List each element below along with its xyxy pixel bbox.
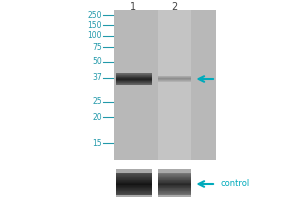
Bar <box>158 194 190 195</box>
Bar <box>116 187 152 188</box>
Bar <box>116 178 152 179</box>
Bar <box>116 189 152 190</box>
Bar <box>116 185 152 186</box>
Bar <box>158 175 190 176</box>
Bar <box>158 186 190 187</box>
Bar <box>158 169 190 197</box>
Bar <box>158 190 190 191</box>
Bar <box>158 193 190 194</box>
Bar <box>158 187 190 188</box>
Bar <box>158 10 190 160</box>
Text: 100: 100 <box>88 31 102 40</box>
Text: 75: 75 <box>92 43 102 51</box>
Bar <box>158 185 190 186</box>
Bar <box>116 173 152 174</box>
Bar <box>116 186 152 187</box>
Bar <box>158 189 190 190</box>
Bar <box>158 78 190 79</box>
Bar <box>116 181 152 182</box>
Bar <box>158 180 190 181</box>
Bar <box>158 179 190 180</box>
Bar <box>158 192 190 193</box>
Bar <box>116 177 152 178</box>
Bar <box>116 193 152 194</box>
Bar <box>114 10 216 160</box>
Bar <box>116 82 152 83</box>
Bar <box>158 191 190 192</box>
Bar <box>158 76 190 77</box>
Bar <box>158 182 190 183</box>
Bar <box>116 74 152 75</box>
Bar <box>116 194 152 195</box>
Bar <box>116 184 152 185</box>
Bar <box>116 190 152 191</box>
Bar <box>116 188 152 189</box>
Text: 2: 2 <box>171 2 177 12</box>
Bar <box>116 75 152 76</box>
Bar <box>116 192 152 193</box>
Bar <box>116 84 152 85</box>
Bar <box>158 183 190 184</box>
Bar <box>158 80 190 81</box>
Text: control: control <box>220 180 250 188</box>
Text: 250: 250 <box>88 10 102 20</box>
Bar <box>158 184 190 185</box>
Bar <box>116 77 152 78</box>
Bar <box>158 177 190 178</box>
Bar <box>158 81 190 82</box>
Bar <box>116 179 152 180</box>
Bar <box>116 175 152 176</box>
Text: 20: 20 <box>92 112 102 121</box>
Bar <box>116 183 152 184</box>
Bar <box>116 191 152 192</box>
Bar <box>116 83 152 84</box>
Text: 50: 50 <box>92 58 102 66</box>
Bar <box>116 73 152 74</box>
Bar <box>116 169 152 197</box>
Bar <box>116 79 152 80</box>
Bar <box>158 178 190 179</box>
Bar <box>116 182 152 183</box>
Bar <box>116 174 152 175</box>
Text: 15: 15 <box>92 138 102 148</box>
Bar <box>158 181 190 182</box>
Bar <box>158 173 190 174</box>
Bar <box>158 79 190 80</box>
Bar <box>158 188 190 189</box>
Text: 1: 1 <box>130 2 136 12</box>
Bar <box>158 77 190 78</box>
Bar <box>116 176 152 177</box>
Bar <box>116 76 152 77</box>
Bar <box>158 174 190 175</box>
Bar <box>158 176 190 177</box>
Bar <box>116 180 152 181</box>
Text: 37: 37 <box>92 73 102 82</box>
Bar <box>116 81 152 82</box>
Text: 150: 150 <box>88 21 102 29</box>
Bar <box>116 78 152 79</box>
Bar <box>116 80 152 81</box>
Text: 25: 25 <box>92 98 102 106</box>
